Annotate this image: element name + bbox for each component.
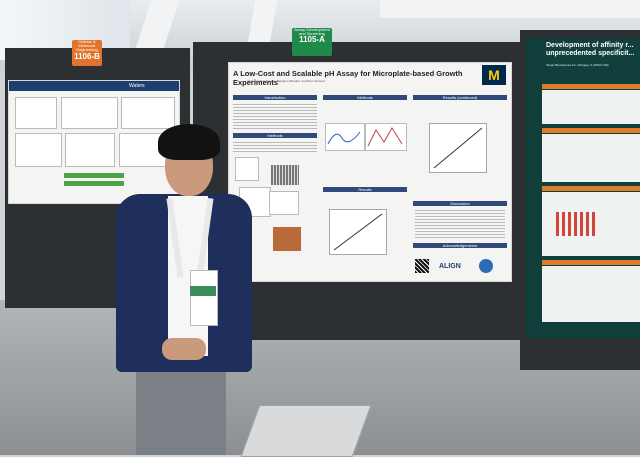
umich-logo: M — [482, 65, 506, 85]
calibration-plot — [329, 209, 387, 255]
section-acknowledgements: Acknowledgements — [413, 243, 507, 248]
spectra-plot — [325, 123, 365, 151]
method-figure — [235, 157, 259, 181]
spectra-lines — [367, 127, 403, 147]
sign-category: Assay Development and Screening — [294, 27, 330, 37]
left-poster-header — [9, 81, 179, 91]
green-table-row — [64, 173, 124, 178]
left-poster: Waters — [8, 80, 180, 204]
spectra-lines — [327, 131, 361, 145]
person-hands — [162, 338, 206, 360]
sign-category: Cellular & Molecular Engineering — [76, 39, 98, 53]
poster-figure — [65, 133, 115, 167]
microplate-image — [271, 165, 299, 185]
conclusion-box — [542, 266, 640, 322]
orange-section-bar — [542, 186, 640, 191]
main-poster: A Low-Cost and Scalable pH Assay for Mic… — [228, 62, 512, 282]
poster-title: A Low-Cost and Scalable pH Assay for Mic… — [233, 69, 463, 87]
section-methods: Methods — [233, 133, 317, 138]
section-methods-2: Methods — [323, 95, 407, 100]
section-results-continued: Results (continued) — [413, 95, 507, 100]
prediction-line — [433, 127, 483, 169]
conference-badge — [190, 270, 218, 326]
green-table-row — [64, 181, 124, 186]
badge-stripe — [190, 286, 216, 296]
plate-photo — [273, 227, 301, 251]
floor-case — [240, 405, 372, 457]
person-hair — [158, 124, 220, 160]
align-logo: ALIGN — [439, 263, 461, 270]
orange-section-bar — [542, 128, 640, 133]
right-poster-title: Development of affinity r... unprecedent… — [546, 42, 635, 58]
poster-figure — [15, 133, 62, 167]
poster-figure — [15, 97, 57, 129]
poster-figure — [121, 97, 175, 129]
orange-section-bar — [542, 84, 640, 89]
sign-number: 1106-B — [74, 51, 100, 61]
intro-text — [233, 102, 317, 130]
methods-text — [233, 140, 317, 154]
poster-authors: Octavian Stanbaugh¹, Benjamin Bredel¹, a… — [247, 79, 325, 83]
calibration-line — [333, 213, 383, 251]
method-figure — [269, 191, 299, 215]
booth-sign-1105-a: Assay Development and Screening 1105-A — [292, 27, 332, 56]
poster-figure — [61, 97, 118, 129]
orange-section-bar — [542, 260, 640, 265]
qr-code — [415, 259, 429, 273]
section-introduction: Introduction — [233, 95, 317, 100]
sign-number: 1105-A — [299, 35, 325, 45]
abstract-box — [542, 90, 640, 124]
results-box — [542, 192, 640, 256]
institution-seal — [479, 259, 493, 273]
right-poster-company: Tango Biosciences Inc. Chicago, IL 60612… — [546, 63, 609, 67]
right-poster: Development of affinity r... unprecedent… — [526, 38, 640, 338]
spectra-plot — [365, 123, 407, 151]
section-results: Results — [323, 187, 407, 192]
bar-figure — [556, 212, 596, 236]
person-pants — [136, 362, 226, 455]
waters-logo: Waters — [129, 83, 145, 89]
section-discussion: Discussion — [413, 201, 507, 206]
approach-box — [542, 134, 640, 182]
ceiling-beam — [380, 0, 640, 18]
prediction-plot — [429, 123, 487, 173]
discussion-text — [415, 208, 505, 240]
booth-sign-1106-b: Cellular & Molecular Engineering 1106-B — [72, 39, 102, 66]
